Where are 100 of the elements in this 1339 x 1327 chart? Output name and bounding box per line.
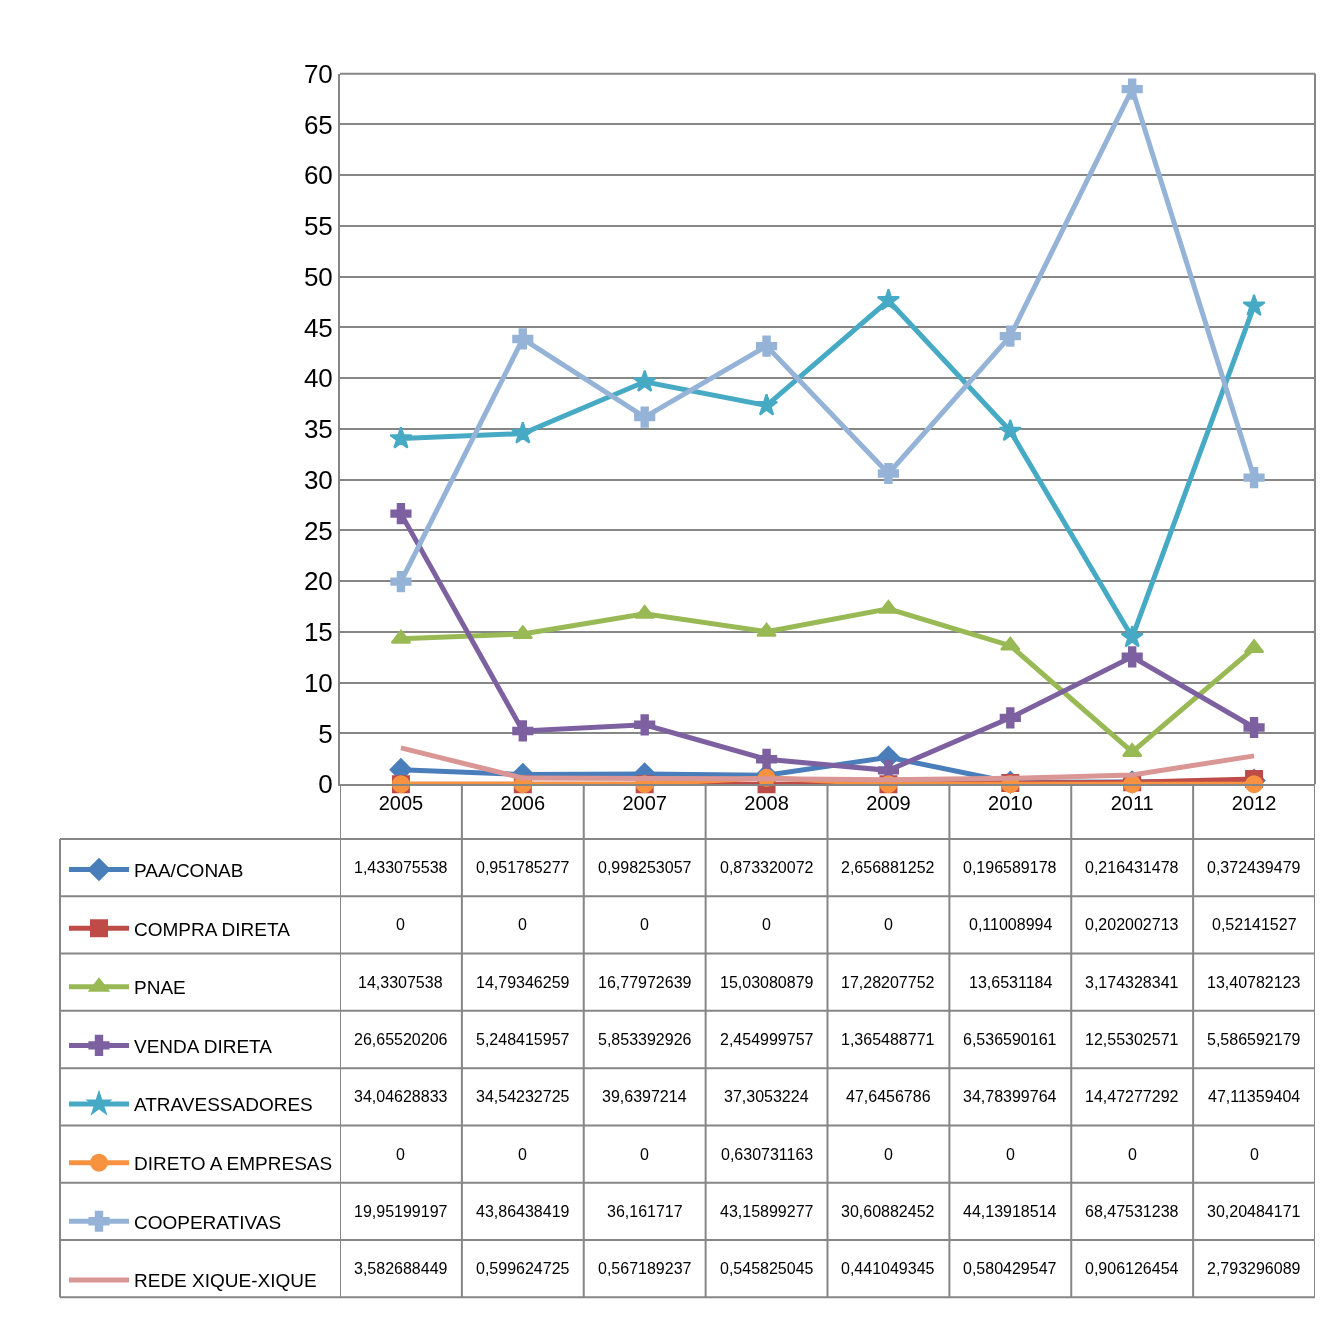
y-tick-label: 35	[303, 414, 333, 445]
x-tick-label: 2007	[622, 792, 667, 815]
legend-label: COMPRA DIRETA	[134, 918, 291, 940]
y-tick-label: 5	[318, 718, 333, 749]
x-tick-label: 2006	[500, 792, 546, 815]
data-label: 0,599624725	[476, 1260, 570, 1277]
data-label: 1,365488771	[841, 1031, 935, 1048]
legend-label: PNAE	[134, 977, 186, 999]
y-tick-label: 55	[303, 211, 333, 241]
point	[1243, 467, 1265, 489]
point	[634, 714, 656, 736]
data-label: 47,11359404	[1208, 1088, 1301, 1105]
point	[1242, 293, 1266, 317]
data-label: 0,52141527	[1212, 916, 1297, 933]
data-label: 0,873320072	[720, 859, 814, 876]
data-label: 0	[1128, 1146, 1137, 1163]
legend-label: ATRAVESSADORES	[134, 1094, 313, 1116]
data-label: 16,77972639	[598, 974, 692, 991]
data-label: 30,20484171	[1207, 1203, 1301, 1220]
point	[511, 421, 535, 444]
y-tick-label: 45	[303, 312, 333, 343]
y-tick-label: 0	[318, 769, 333, 800]
data-label: 3,174328341	[1085, 974, 1179, 991]
y-tick-label: 20	[303, 566, 333, 597]
data-label: 0,906126454	[1085, 1260, 1179, 1277]
data-label: 34,54232725	[476, 1088, 570, 1105]
point	[1120, 625, 1144, 648]
data-label: 0	[1006, 1146, 1015, 1163]
x-tick-label: 2011	[1110, 792, 1154, 815]
data-label: 1,433075538	[354, 859, 448, 876]
data-label: 0	[396, 1146, 405, 1163]
point	[1121, 78, 1143, 100]
data-label: 13,40782123	[1207, 974, 1301, 991]
data-label: 5,248415957	[476, 1031, 570, 1048]
point	[1121, 646, 1143, 668]
data-label: 0,545825045	[720, 1260, 814, 1277]
data-label: 0	[640, 916, 649, 933]
point	[876, 288, 901, 311]
data-label: 2,454999757	[720, 1031, 814, 1048]
point	[998, 418, 1022, 442]
data-label: 44,13918514	[963, 1203, 1057, 1220]
y-tick-label: 10	[303, 667, 333, 698]
data-label: 0,998253057	[598, 859, 692, 876]
y-tick-label: 60	[303, 160, 333, 191]
x-tick-label: 2012	[1231, 792, 1277, 815]
data-label: 36,161717	[607, 1203, 683, 1220]
data-label: 14,47277292	[1085, 1088, 1179, 1105]
data-label: 14,79346259	[476, 974, 570, 991]
data-label: 0,951785277	[476, 859, 570, 876]
y-tick-label: 40	[303, 363, 333, 394]
data-label: 47,6456786	[846, 1088, 931, 1105]
data-label: 0,580429547	[963, 1260, 1057, 1277]
legend-label: REDE XIQUE-XIQUE	[134, 1270, 317, 1292]
data-label: 0,441049345	[841, 1260, 935, 1277]
point	[634, 406, 656, 428]
point	[754, 393, 779, 416]
point	[878, 599, 899, 614]
data-label: 0,11008994	[969, 916, 1053, 933]
legend-label: VENDA DIRETA	[134, 1035, 273, 1057]
data-label: 0,567189237	[598, 1260, 692, 1277]
data-label: 3,582688449	[354, 1260, 448, 1277]
data-label: 0	[884, 916, 893, 933]
y-tick-label: 65	[303, 109, 333, 140]
data-label: 17,28207752	[841, 974, 935, 991]
data-label: 37,3053224	[724, 1088, 809, 1105]
data-label: 43,15899277	[720, 1203, 814, 1220]
x-tick-label: 2010	[988, 792, 1033, 815]
point	[877, 462, 900, 485]
point	[1243, 716, 1265, 739]
point	[390, 571, 412, 593]
data-label: 14,3307538	[358, 974, 443, 991]
data-label: 6,536590161	[963, 1031, 1057, 1048]
data-label: 34,78399764	[963, 1088, 1057, 1105]
point	[512, 720, 534, 742]
y-tick-label: 30	[303, 464, 333, 495]
data-label: 0	[884, 1146, 893, 1163]
data-label: 13,6531184	[969, 974, 1053, 991]
legend-label: COOPERATIVAS	[134, 1211, 282, 1233]
data-label: 0,202002713	[1085, 916, 1179, 933]
data-label: 19,95199197	[354, 1203, 448, 1220]
data-label: 0	[396, 916, 405, 933]
data-label: 0,372439479	[1207, 859, 1301, 876]
data-label: 0	[762, 916, 771, 933]
data-label: 2,793296089	[1207, 1260, 1301, 1277]
point	[999, 325, 1021, 347]
point	[755, 748, 778, 770]
point	[755, 335, 778, 357]
data-label: 2,656881252	[841, 859, 935, 876]
data-label: 34,04628833	[354, 1088, 448, 1105]
y-tick-label: 25	[303, 515, 333, 546]
data-label: 0,630731163	[721, 1146, 814, 1163]
y-tick-label: 50	[303, 261, 333, 292]
data-label: 43,86438419	[476, 1203, 570, 1220]
data-label: 0	[518, 1146, 527, 1163]
data-label: 26,65520206	[354, 1031, 448, 1048]
point	[1000, 636, 1021, 651]
x-tick-label: 2008	[744, 792, 789, 815]
data-label: 30,60882452	[841, 1203, 935, 1220]
data-label: 0	[1250, 1146, 1259, 1163]
data-label: 0	[640, 1146, 649, 1163]
